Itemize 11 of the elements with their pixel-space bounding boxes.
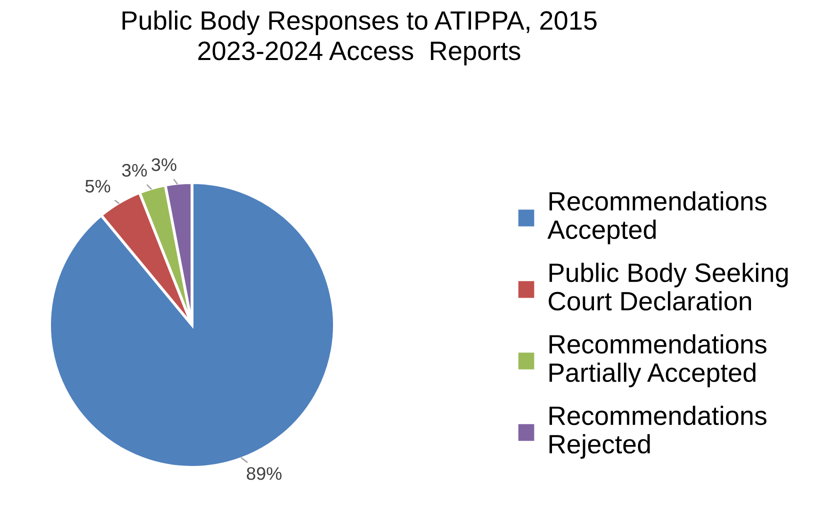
data-label: 89% — [246, 467, 282, 480]
chart-title: Public Body Responses to ATIPPA, 2015 — [122, 10, 597, 36]
pie-slice — [48, 181, 336, 469]
legend-label: Recommendations Partially Accepted — [550, 334, 766, 388]
legend-label: Public Body Seeking Court Declaration — [548, 262, 788, 311]
data-label: 3% — [152, 158, 176, 172]
data-label: 3% — [122, 164, 147, 177]
chart-subtitle: 2023-2024 Access Reports — [198, 42, 520, 66]
data-label: 5% — [85, 180, 110, 193]
legend-label: Recommendations Rejected — [550, 406, 766, 459]
legend-label: Recommendations Accepted — [547, 191, 766, 244]
